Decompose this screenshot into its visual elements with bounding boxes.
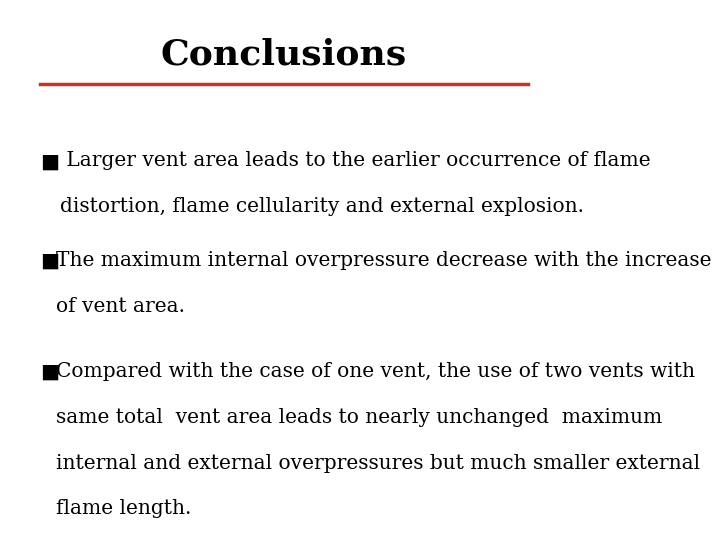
Text: of vent area.: of vent area. (55, 297, 184, 316)
Text: ■: ■ (40, 362, 59, 382)
Text: flame length.: flame length. (55, 500, 191, 518)
Text: Compared with the case of one vent, the use of two vents with: Compared with the case of one vent, the … (55, 362, 695, 381)
Text: Conclusions: Conclusions (161, 38, 407, 72)
Text: ■: ■ (40, 251, 59, 271)
Text: same total  vent area leads to nearly unchanged  maximum: same total vent area leads to nearly unc… (55, 408, 662, 427)
Text: Larger vent area leads to the earlier occurrence of flame: Larger vent area leads to the earlier oc… (60, 151, 650, 170)
Text: internal and external overpressures but much smaller external: internal and external overpressures but … (55, 454, 700, 472)
Text: distortion, flame cellularity and external explosion.: distortion, flame cellularity and extern… (60, 197, 584, 216)
Text: ■: ■ (40, 151, 59, 171)
Text: The maximum internal overpressure decrease with the increase: The maximum internal overpressure decrea… (55, 251, 711, 270)
